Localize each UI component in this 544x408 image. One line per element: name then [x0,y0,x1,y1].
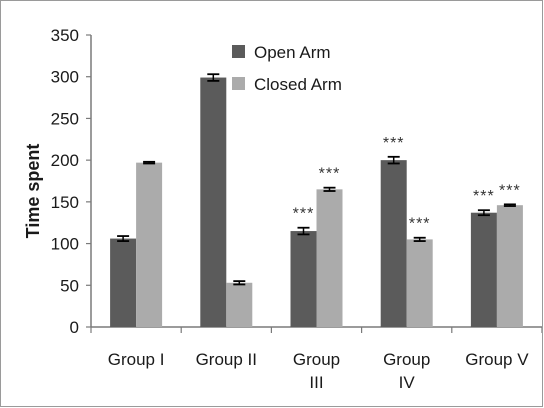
axes: 0 50 100 150 200 250 300 350 [51,26,542,337]
x-tick-label: III [309,373,323,392]
bar [136,162,163,327]
x-tick-label: Group [383,350,430,369]
y-tick-label: 0 [70,318,79,337]
bar [470,212,497,327]
y-tick-label: 150 [51,193,79,212]
y-tick-label: 350 [51,26,79,45]
significance-label: *** [499,182,521,199]
bar [200,77,227,327]
legend-label: Open Arm [254,43,331,62]
legend: Open Arm Closed Arm [232,43,342,94]
x-tick-label: Group V [465,350,529,369]
bar [406,239,433,327]
significance-label: *** [409,216,431,233]
bar [316,189,343,327]
bar [496,205,523,327]
bar [226,282,253,327]
x-tick-label: Group II [196,350,257,369]
significance-label: *** [383,135,405,152]
bar [110,238,137,327]
significance-label: *** [319,166,341,183]
y-tick-label: 250 [51,109,79,128]
legend-label: Closed Arm [254,75,342,94]
significance-label: *** [293,206,315,223]
y-tick-label: 100 [51,235,79,254]
y-axis-title: Time spent [23,144,43,239]
x-tick-label: IV [399,373,416,392]
axis-labels: Time spent Group I Group II Group III Group IV… [23,144,529,392]
y-tick-label: 200 [51,151,79,170]
legend-swatch [232,77,245,90]
significance-label: *** [473,188,495,205]
bars: *************** *** [110,73,523,327]
bar [380,160,407,327]
x-tick-label: Group [293,350,340,369]
bar [290,231,317,327]
x-tick-label: Group I [108,350,165,369]
y-tick-label: 300 [51,68,79,87]
legend-swatch [232,45,245,58]
y-tick-label: 50 [60,276,79,295]
